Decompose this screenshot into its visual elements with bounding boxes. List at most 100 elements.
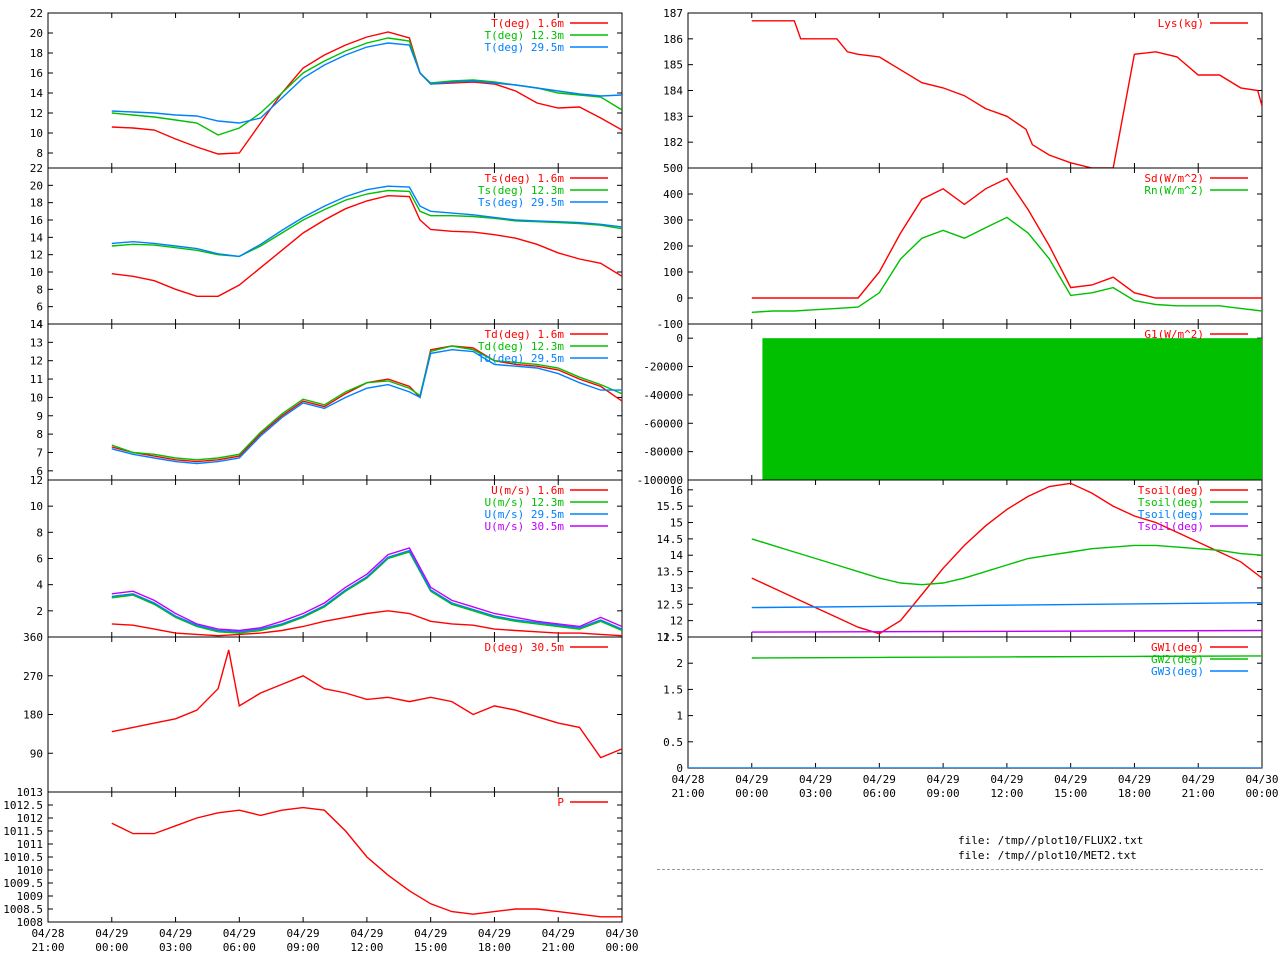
series-Lys-0 [751,20,1262,168]
y-tick-label: 6 [36,465,43,478]
panel-D: 90 180 270 360 D(deg) 30.5m [23,631,623,793]
legend-label: U(m/s) 30.5m [485,520,565,533]
y-tick-label: 20 [30,27,43,40]
x-tick-time: 15:00 [414,941,447,954]
series-U-2 [111,549,622,633]
file-notes: file: /tmp//plot10/FLUX2.txt file: /tmp/… [958,833,1143,863]
x-tick-date: 04/30 [1245,773,1278,786]
panel-GW: 0 0.5 1 1.5 2 2.5 GW1(deg)GW2(deg)GW3(deg) 04/2… [663,631,1278,800]
x-tick-date: 04/28 [31,927,64,940]
legend-label: Ts(deg) 12.3m [478,184,564,197]
y-tick-label: 20 [30,179,43,192]
y-tick-label: 16 [30,67,43,80]
dashed-divider [657,869,1263,870]
x-tick-time: 21:00 [31,941,64,954]
y-tick-label: 14 [30,231,44,244]
x-tick-date: 04/29 [735,773,768,786]
x-tick-date: 04/29 [478,927,511,940]
y-tick-label: 14 [670,549,684,562]
y-tick-label: 12 [670,615,683,628]
x-tick-date: 04/29 [1054,773,1087,786]
series-GW-1 [751,655,1262,659]
series-U-0 [111,610,622,637]
series-U-1 [111,551,622,634]
series-Ts-0 [111,194,622,297]
y-tick-label: 8 [36,526,43,539]
y-tick-label: 8 [36,428,43,441]
series-T-0 [111,31,622,155]
y-tick-label: 1 [676,710,683,723]
legend-label: U(m/s) 12.3m [485,496,565,509]
panel-Lys: 182 183 184 185 186 187 Lys(kg) [663,7,1263,169]
legend-label: T(deg) 29.5m [485,41,565,54]
y-tick-label: -100 [657,318,684,331]
x-tick-time: 12:00 [350,941,383,954]
y-tick-label: 183 [663,110,683,123]
y-tick-label: 18 [30,47,43,60]
legend-label: Rn(W/m^2) [1144,184,1204,197]
y-tick-label: 1008 [17,916,44,929]
y-tick-label: 11.5 [657,631,684,644]
series-T-2 [111,42,622,124]
y-tick-label: 10 [30,127,43,140]
y-tick-label: 8 [36,147,43,160]
panel-G: -100000 -80000 -60000 -40000 -20000 0 G1(W/m^2… [637,323,1263,487]
x-tick-date: 04/29 [990,773,1023,786]
y-tick-label: 8 [36,283,43,296]
y-tick-label: 12 [30,355,43,368]
x-tick-date: 04/29 [863,773,896,786]
legend-label: GW1(deg) [1151,641,1204,654]
y-tick-label: -20000 [643,361,683,374]
series-Ts-1 [111,189,622,258]
y-tick-label: 12 [30,249,43,262]
panel-frame [687,12,1263,169]
y-tick-label: 1012.5 [3,799,43,812]
y-tick-label: 2 [676,657,683,670]
legend-label: U(m/s) 1.6m [491,484,564,497]
y-tick-label: 4 [36,318,43,331]
y-tick-label: 187 [663,7,683,20]
panel-frame [47,791,623,923]
y-tick-label: 1010.5 [3,851,43,864]
legend-label: Lys(kg) [1158,17,1204,30]
legend-label: Tsoil(deg) [1138,520,1204,533]
series-U-3 [111,547,622,632]
y-tick-label: 14 [30,87,44,100]
series-SdRn-1 [751,216,1262,313]
series-Td-0 [111,345,622,463]
legend-label: D(deg) 30.5m [485,641,565,654]
series-Tsoil-0 [751,482,1262,635]
panel-U: 2 4 6 8 10 12 U(m/s) 1.6mU(m/s) 12.3mU(m/s) 29… [30,474,623,638]
series-P-0 [111,806,622,918]
y-tick-label: 0 [676,332,683,345]
y-tick-label: 1009 [17,890,44,903]
series-Ts-2 [111,185,622,258]
x-tick-date: 04/29 [159,927,192,940]
y-tick-label: 1012 [17,812,44,825]
series-Td-1 [111,345,622,461]
x-tick-date: 04/29 [1118,773,1151,786]
legend-label: G2(W/m^2) [1144,340,1204,353]
x-tick-time: 21:00 [671,787,704,800]
y-tick-label: 16 [30,214,43,227]
y-tick-label: 12 [30,107,43,120]
y-tick-label: 10 [30,266,43,279]
y-tick-label: 0 [676,292,683,305]
series-Tsoil-1 [751,538,1262,586]
y-tick-label: 360 [23,631,43,644]
y-tick-label: 14.5 [657,533,684,546]
x-tick-time: 15:00 [1054,787,1087,800]
x-tick-date: 04/29 [414,927,447,940]
x-tick-time: 00:00 [95,941,128,954]
legend-label: T(deg) 1.6m [491,17,564,30]
x-tick-date: 04/28 [671,773,704,786]
series-D-0 [111,649,622,759]
legend-label: GW2(deg) [1151,653,1204,666]
y-tick-label: 16 [670,484,683,497]
x-tick-time: 06:00 [223,941,256,954]
x-tick-time: 21:00 [542,941,575,954]
y-tick-label: 2.5 [663,631,683,644]
x-tick-time: 18:00 [478,941,511,954]
y-tick-label: 500 [663,162,683,175]
y-tick-label: 270 [23,670,43,683]
